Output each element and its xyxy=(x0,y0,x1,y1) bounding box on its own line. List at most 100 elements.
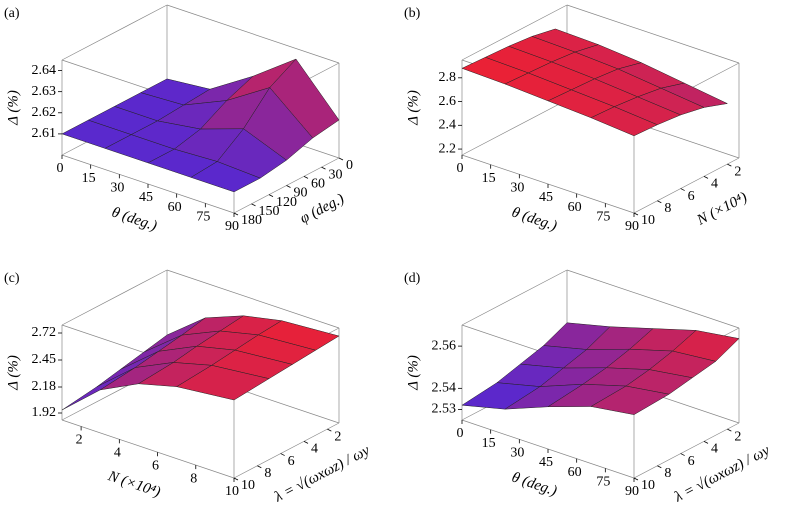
y-tick xyxy=(727,163,732,167)
box-edge xyxy=(61,269,168,326)
y-tick xyxy=(680,188,685,191)
y-tick-label: 180 xyxy=(241,213,262,228)
y-tick-label: 6 xyxy=(688,189,695,204)
x-axis-label: θ (deg.) xyxy=(510,469,559,499)
y-tick-label: 6 xyxy=(288,454,295,469)
z-tick-label: 2.62 xyxy=(32,105,57,120)
y-tick xyxy=(338,157,344,161)
y-tick xyxy=(727,428,732,432)
y-tick xyxy=(657,465,662,469)
y-tick xyxy=(327,428,332,432)
z-axis-label: Δ (%) xyxy=(405,355,421,391)
y-tick xyxy=(657,200,662,204)
surface-patch xyxy=(590,385,670,415)
box-edge xyxy=(566,4,740,64)
x-tick-label: 0 xyxy=(457,426,464,441)
y-tick xyxy=(303,440,309,444)
z-tick-label: 2.53 xyxy=(432,402,457,417)
x-tick-label: 75 xyxy=(196,210,210,225)
y-tick xyxy=(233,477,239,481)
box-edge xyxy=(61,419,235,479)
box-edge xyxy=(166,4,340,64)
y-axis-label: N (×10⁴) xyxy=(694,189,750,229)
y-tick-label: 4 xyxy=(311,442,318,457)
y-tick-label: 30 xyxy=(329,167,343,182)
x-tick-label: 60 xyxy=(568,465,582,480)
y-tick-label: 8 xyxy=(264,466,271,481)
box-edge xyxy=(633,422,740,479)
y-tick-label: 90 xyxy=(294,186,308,201)
box-edge xyxy=(166,269,340,329)
x-tick-label: 15 xyxy=(482,436,496,451)
y-tick xyxy=(633,212,639,216)
z-tick-label: 1.92 xyxy=(32,405,57,420)
y-tick xyxy=(303,175,309,179)
x-tick-label: 15 xyxy=(482,171,496,186)
y-tick-label: 10 xyxy=(241,478,255,493)
x-tick-label: 0 xyxy=(57,161,64,176)
z-tick-label: 2.18 xyxy=(32,379,57,394)
x-tick-label: 45 xyxy=(139,190,153,205)
z-tick-label: 2.6 xyxy=(439,94,457,109)
x-tick-label: 60 xyxy=(568,200,582,215)
y-tick-label: 4 xyxy=(711,177,718,192)
z-tick-label: 2.54 xyxy=(432,381,457,396)
box-edge xyxy=(61,4,168,61)
y-axis-label: λ = √(ωxωz) / ωy xyxy=(671,442,773,505)
x-tick-label: 10 xyxy=(225,484,239,499)
x-tick-label: 30 xyxy=(510,446,524,461)
x-tick-label: 90 xyxy=(625,219,639,234)
y-tick xyxy=(703,175,709,179)
y-tick xyxy=(321,166,326,170)
x-tick-label: 0 xyxy=(457,161,464,176)
y-tick-label: 60 xyxy=(311,177,325,192)
y-tick xyxy=(703,440,709,444)
x-tick-label: 6 xyxy=(152,458,159,473)
y-tick xyxy=(233,212,239,216)
panel-label: (a) xyxy=(4,6,20,21)
surface-patch xyxy=(590,106,658,137)
box-edge xyxy=(461,269,568,326)
x-tick-label: 60 xyxy=(168,200,182,215)
z-tick-label: 2.4 xyxy=(439,118,457,133)
z-tick-label: 2.72 xyxy=(32,325,57,340)
y-tick-label: 2 xyxy=(734,429,741,444)
y-tick-label: 8 xyxy=(664,201,671,216)
y-tick xyxy=(251,203,256,207)
surface-patch xyxy=(190,161,261,193)
box-edge xyxy=(233,422,340,479)
z-axis-label: Δ (%) xyxy=(5,90,21,126)
z-tick-label: 2.2 xyxy=(439,141,457,156)
y-tick-label: 6 xyxy=(688,454,695,469)
x-tick-label: 8 xyxy=(190,471,197,486)
x-tick-label: 15 xyxy=(82,171,96,186)
x-tick-label: 90 xyxy=(225,219,239,234)
panel-label: (b) xyxy=(404,6,421,21)
y-tick xyxy=(680,453,685,456)
y-tick xyxy=(257,465,262,469)
z-axis-label: Δ (%) xyxy=(5,355,21,391)
y-tick-label: 2 xyxy=(334,429,341,444)
z-axis-label: Δ (%) xyxy=(405,90,421,126)
z-tick-label: 2.61 xyxy=(32,126,57,141)
y-tick xyxy=(633,477,639,481)
z-tick-label: 2.56 xyxy=(432,338,457,353)
box-edge xyxy=(461,99,568,156)
surface-patch xyxy=(61,367,136,411)
x-tick-label: 30 xyxy=(110,181,124,196)
box-edge xyxy=(633,157,740,214)
box-edge xyxy=(461,4,568,61)
y-tick xyxy=(280,453,285,456)
y-tick xyxy=(268,194,274,198)
y-tick-label: 10 xyxy=(641,213,655,228)
x-tick-label: 90 xyxy=(625,484,639,499)
x-tick-label: 30 xyxy=(510,181,524,196)
z-tick-label: 2.63 xyxy=(32,84,57,99)
surface-patch xyxy=(176,365,270,401)
x-tick-label: 75 xyxy=(596,210,610,225)
y-tick-label: 4 xyxy=(711,442,718,457)
y-tick-label: 120 xyxy=(276,195,297,210)
y-tick-label: 2 xyxy=(734,164,741,179)
x-tick-label: 4 xyxy=(114,446,121,461)
